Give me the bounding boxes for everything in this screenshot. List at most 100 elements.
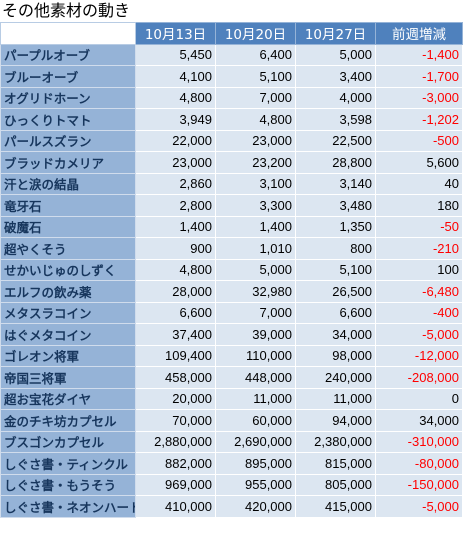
item-name-cell[interactable]: ゴレオン将軍 bbox=[0, 344, 136, 367]
price-oct20-cell[interactable]: 3,100 bbox=[215, 172, 296, 195]
weekly-change-cell[interactable]: -208,000 bbox=[375, 366, 463, 389]
item-name-cell[interactable]: 超やくそう bbox=[0, 237, 136, 260]
weekly-change-cell[interactable]: -5,000 bbox=[375, 495, 463, 518]
price-oct13-cell[interactable]: 109,400 bbox=[135, 344, 216, 367]
item-name-cell[interactable]: 金のチキ坊カプセル bbox=[0, 409, 136, 432]
price-oct20-cell[interactable]: 11,000 bbox=[215, 387, 296, 410]
price-oct13-cell[interactable]: 458,000 bbox=[135, 366, 216, 389]
price-oct20-cell[interactable]: 6,400 bbox=[215, 43, 296, 66]
price-oct20-cell[interactable]: 1,010 bbox=[215, 237, 296, 260]
weekly-change-cell[interactable]: -1,700 bbox=[375, 65, 463, 88]
header-cell-oct20[interactable]: 10月20日 bbox=[215, 22, 296, 45]
weekly-change-cell[interactable]: 40 bbox=[375, 172, 463, 195]
price-oct13-cell[interactable]: 20,000 bbox=[135, 387, 216, 410]
price-oct13-cell[interactable]: 23,000 bbox=[135, 151, 216, 174]
price-oct13-cell[interactable]: 4,100 bbox=[135, 65, 216, 88]
weekly-change-cell[interactable]: -6,480 bbox=[375, 280, 463, 303]
price-oct27-cell[interactable]: 5,000 bbox=[295, 43, 376, 66]
weekly-change-cell[interactable]: 34,000 bbox=[375, 409, 463, 432]
price-oct27-cell[interactable]: 3,140 bbox=[295, 172, 376, 195]
weekly-change-cell[interactable]: -3,000 bbox=[375, 86, 463, 109]
price-oct27-cell[interactable]: 3,598 bbox=[295, 108, 376, 131]
price-oct20-cell[interactable]: 7,000 bbox=[215, 301, 296, 324]
price-oct13-cell[interactable]: 37,400 bbox=[135, 323, 216, 346]
price-oct13-cell[interactable]: 28,000 bbox=[135, 280, 216, 303]
price-oct20-cell[interactable]: 4,800 bbox=[215, 108, 296, 131]
weekly-change-cell[interactable]: -1,202 bbox=[375, 108, 463, 131]
price-oct20-cell[interactable]: 895,000 bbox=[215, 452, 296, 475]
price-oct27-cell[interactable]: 3,400 bbox=[295, 65, 376, 88]
price-oct20-cell[interactable]: 32,980 bbox=[215, 280, 296, 303]
price-oct27-cell[interactable]: 4,000 bbox=[295, 86, 376, 109]
price-oct13-cell[interactable]: 2,800 bbox=[135, 194, 216, 217]
weekly-change-cell[interactable]: 180 bbox=[375, 194, 463, 217]
price-oct13-cell[interactable]: 2,880,000 bbox=[135, 430, 216, 453]
price-oct20-cell[interactable]: 7,000 bbox=[215, 86, 296, 109]
item-name-cell[interactable]: パールスズラン bbox=[0, 129, 136, 152]
price-oct13-cell[interactable]: 2,860 bbox=[135, 172, 216, 195]
item-name-cell[interactable]: エルフの飲み薬 bbox=[0, 280, 136, 303]
price-oct13-cell[interactable]: 22,000 bbox=[135, 129, 216, 152]
item-name-cell[interactable]: パープルオーブ bbox=[0, 43, 136, 66]
item-name-cell[interactable]: せかいじゅのしずく bbox=[0, 258, 136, 281]
weekly-change-cell[interactable]: -1,400 bbox=[375, 43, 463, 66]
price-oct20-cell[interactable]: 448,000 bbox=[215, 366, 296, 389]
price-oct27-cell[interactable]: 34,000 bbox=[295, 323, 376, 346]
price-oct13-cell[interactable]: 1,400 bbox=[135, 215, 216, 238]
item-name-cell[interactable]: ブスゴンカプセル bbox=[0, 430, 136, 453]
weekly-change-cell[interactable]: -50 bbox=[375, 215, 463, 238]
header-cell-oct27[interactable]: 10月27日 bbox=[295, 22, 376, 45]
item-name-cell[interactable]: オグリドホーン bbox=[0, 86, 136, 109]
price-oct13-cell[interactable]: 4,800 bbox=[135, 86, 216, 109]
price-oct27-cell[interactable]: 815,000 bbox=[295, 452, 376, 475]
price-oct27-cell[interactable]: 28,800 bbox=[295, 151, 376, 174]
price-oct27-cell[interactable]: 240,000 bbox=[295, 366, 376, 389]
price-oct20-cell[interactable]: 420,000 bbox=[215, 495, 296, 518]
item-name-cell[interactable]: しぐさ書・ネオンハート bbox=[0, 495, 136, 518]
price-oct20-cell[interactable]: 23,200 bbox=[215, 151, 296, 174]
header-cell-item[interactable] bbox=[0, 22, 136, 45]
price-oct27-cell[interactable]: 5,100 bbox=[295, 258, 376, 281]
price-oct13-cell[interactable]: 969,000 bbox=[135, 473, 216, 496]
item-name-cell[interactable]: 帝国三将軍 bbox=[0, 366, 136, 389]
price-oct13-cell[interactable]: 900 bbox=[135, 237, 216, 260]
price-oct20-cell[interactable]: 955,000 bbox=[215, 473, 296, 496]
price-oct27-cell[interactable]: 800 bbox=[295, 237, 376, 260]
weekly-change-cell[interactable]: 0 bbox=[375, 387, 463, 410]
price-oct13-cell[interactable]: 410,000 bbox=[135, 495, 216, 518]
price-oct20-cell[interactable]: 60,000 bbox=[215, 409, 296, 432]
price-oct27-cell[interactable]: 98,000 bbox=[295, 344, 376, 367]
price-oct27-cell[interactable]: 11,000 bbox=[295, 387, 376, 410]
weekly-change-cell[interactable]: 5,600 bbox=[375, 151, 463, 174]
item-name-cell[interactable]: はぐメタコイン bbox=[0, 323, 136, 346]
price-oct20-cell[interactable]: 110,000 bbox=[215, 344, 296, 367]
item-name-cell[interactable]: 超お宝花ダイヤ bbox=[0, 387, 136, 410]
price-oct27-cell[interactable]: 415,000 bbox=[295, 495, 376, 518]
price-oct20-cell[interactable]: 5,000 bbox=[215, 258, 296, 281]
item-name-cell[interactable]: 破魔石 bbox=[0, 215, 136, 238]
weekly-change-cell[interactable]: -5,000 bbox=[375, 323, 463, 346]
weekly-change-cell[interactable]: -80,000 bbox=[375, 452, 463, 475]
price-oct20-cell[interactable]: 2,690,000 bbox=[215, 430, 296, 453]
price-oct20-cell[interactable]: 1,400 bbox=[215, 215, 296, 238]
weekly-change-cell[interactable]: -500 bbox=[375, 129, 463, 152]
price-oct13-cell[interactable]: 882,000 bbox=[135, 452, 216, 475]
item-name-cell[interactable]: 汗と涙の結晶 bbox=[0, 172, 136, 195]
price-oct13-cell[interactable]: 70,000 bbox=[135, 409, 216, 432]
item-name-cell[interactable]: 竜牙石 bbox=[0, 194, 136, 217]
price-oct13-cell[interactable]: 5,450 bbox=[135, 43, 216, 66]
price-oct27-cell[interactable]: 94,000 bbox=[295, 409, 376, 432]
item-name-cell[interactable]: ブラッドカメリア bbox=[0, 151, 136, 174]
price-oct20-cell[interactable]: 23,000 bbox=[215, 129, 296, 152]
price-oct20-cell[interactable]: 5,100 bbox=[215, 65, 296, 88]
price-oct13-cell[interactable]: 4,800 bbox=[135, 258, 216, 281]
item-name-cell[interactable]: しぐさ書・ティンクル bbox=[0, 452, 136, 475]
item-name-cell[interactable]: しぐさ書・もうそう bbox=[0, 473, 136, 496]
header-cell-weekly-change[interactable]: 前週増減 bbox=[375, 22, 463, 45]
weekly-change-cell[interactable]: -310,000 bbox=[375, 430, 463, 453]
item-name-cell[interactable]: ひっくりトマト bbox=[0, 108, 136, 131]
price-oct27-cell[interactable]: 26,500 bbox=[295, 280, 376, 303]
price-oct27-cell[interactable]: 1,350 bbox=[295, 215, 376, 238]
weekly-change-cell[interactable]: -210 bbox=[375, 237, 463, 260]
price-oct27-cell[interactable]: 3,480 bbox=[295, 194, 376, 217]
